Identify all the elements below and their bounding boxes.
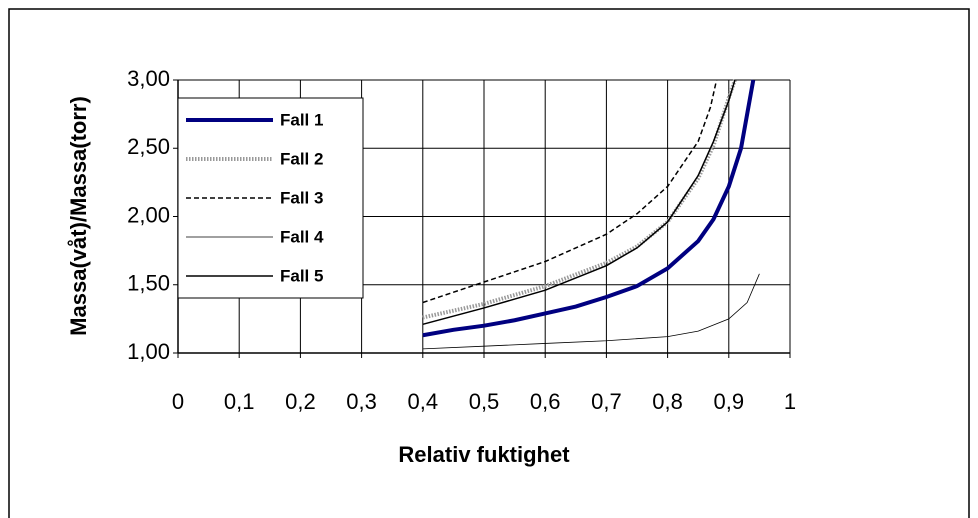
x-tick-label: 0,3 bbox=[346, 389, 377, 414]
x-tick-label: 0,9 bbox=[714, 389, 745, 414]
legend-label: Fall 5 bbox=[280, 266, 323, 285]
y-tick-label: 2,00 bbox=[127, 202, 170, 227]
series-line bbox=[422, 273, 760, 350]
legend-label: Fall 2 bbox=[280, 149, 323, 168]
y-tick-label: 3,00 bbox=[127, 66, 170, 91]
y-axis-label: Massa(våt)/Massa(torr) bbox=[66, 96, 91, 336]
series-line bbox=[422, 79, 737, 320]
series-line bbox=[422, 79, 736, 326]
x-tick-label: 0,4 bbox=[408, 389, 439, 414]
x-tick-label: 0,6 bbox=[530, 389, 561, 414]
y-tick-label: 1,00 bbox=[127, 339, 170, 364]
x-tick-label: 1 bbox=[784, 389, 796, 414]
x-tick-label: 0,7 bbox=[591, 389, 622, 414]
x-tick-label: 0,5 bbox=[469, 389, 500, 414]
series-line bbox=[422, 79, 718, 304]
legend-label: Fall 1 bbox=[280, 110, 323, 129]
chart-border bbox=[8, 8, 970, 518]
legend-label: Fall 3 bbox=[280, 188, 323, 207]
x-tick-label: 0,2 bbox=[285, 389, 316, 414]
x-tick-label: 0,8 bbox=[652, 389, 683, 414]
series-line bbox=[422, 79, 756, 338]
y-tick-label: 2,50 bbox=[127, 134, 170, 159]
x-tick-label: 0 bbox=[172, 389, 184, 414]
legend-label: Fall 4 bbox=[280, 227, 324, 246]
x-tick-label: 0,1 bbox=[224, 389, 255, 414]
y-tick-label: 1,50 bbox=[127, 271, 170, 296]
x-axis-label: Relativ fuktighet bbox=[398, 442, 570, 467]
